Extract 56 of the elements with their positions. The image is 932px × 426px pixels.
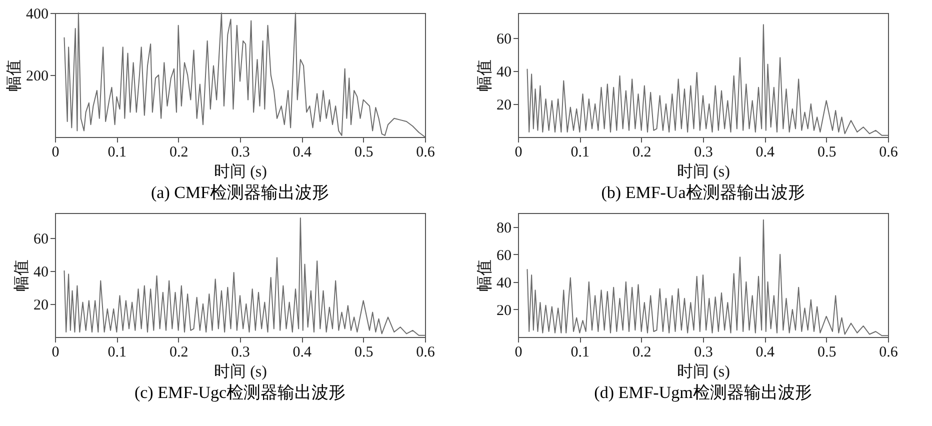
x-tick-label: 0.3 [694, 344, 713, 360]
y-tick-label: 20 [496, 302, 512, 319]
x-tick-label: 0.2 [632, 344, 652, 360]
x-tick-label: 0 [52, 344, 60, 360]
y-axis-title: 幅值 [6, 60, 23, 92]
y-axis-title: 幅值 [476, 60, 494, 92]
x-tick-label: 0.6 [879, 144, 898, 160]
x-tick-label: 0.5 [354, 344, 374, 360]
x-tick-label: 0 [514, 144, 522, 160]
y-tick-label: 400 [26, 6, 48, 22]
x-tick-label: 0.3 [231, 144, 250, 160]
y-tick-label: 20 [496, 97, 512, 114]
y-tick-label: 60 [496, 248, 512, 264]
x-tick-label: 0.4 [292, 144, 312, 160]
x-tick-label: 0 [514, 344, 522, 360]
line-series [526, 24, 888, 136]
x-tick-label: 0.2 [632, 144, 652, 160]
x-axis-title: 时间 (s) [677, 362, 730, 380]
text: (d) EMF-Ugm检测器输出波形 [594, 383, 812, 402]
x-tick-label: 0.2 [169, 344, 188, 360]
line-series [64, 217, 426, 336]
x-tick-label: 0.4 [292, 344, 312, 360]
x-tick-label: 0.1 [108, 144, 127, 160]
x-tick-label: 0.1 [570, 344, 590, 360]
y-axis-title: 幅值 [14, 260, 30, 292]
x-tick-label: 0.6 [879, 344, 898, 360]
x-tick-label: 0.3 [694, 144, 713, 160]
line-series [526, 219, 888, 336]
x-tick-label: 0.1 [108, 344, 127, 360]
text: (a) CMF检测器输出波形 [150, 183, 330, 202]
x-axis-title: 时间 (s) [214, 362, 267, 380]
y-tick-label: 80 [496, 220, 512, 236]
y-tick-label: 60 [34, 231, 48, 248]
x-tick-label: 0.5 [354, 144, 374, 160]
x-tick-label: 0.5 [817, 144, 836, 160]
x-tick-label: 0.5 [817, 344, 836, 360]
x-tick-label: 0.6 [416, 344, 436, 360]
y-tick-label: 20 [34, 297, 48, 314]
text: (b) EMF-Ua检测器输出波形 [601, 183, 805, 202]
x-tick-label: 0.2 [169, 144, 188, 160]
x-tick-label: 0.6 [416, 144, 436, 160]
x-tick-label: 0 [52, 144, 60, 160]
y-tick-label: 40 [34, 264, 48, 280]
x-tick-label: 0.3 [231, 344, 250, 360]
x-tick-label: 0.1 [570, 144, 590, 160]
y-tick-label: 60 [496, 31, 512, 48]
y-axis-title: 幅值 [476, 260, 494, 292]
x-axis-title: 时间 (s) [677, 162, 730, 180]
x-axis-title: 时间 (s) [214, 162, 267, 180]
x-tick-label: 0.4 [756, 344, 776, 360]
y-tick-label: 40 [496, 275, 512, 292]
y-tick-label: 200 [26, 68, 48, 84]
y-tick-label: 40 [496, 64, 512, 80]
text: (c) EMF-Ugc检测器输出波形 [134, 383, 346, 402]
line-series [64, 12, 426, 138]
x-tick-label: 0.4 [756, 144, 776, 160]
